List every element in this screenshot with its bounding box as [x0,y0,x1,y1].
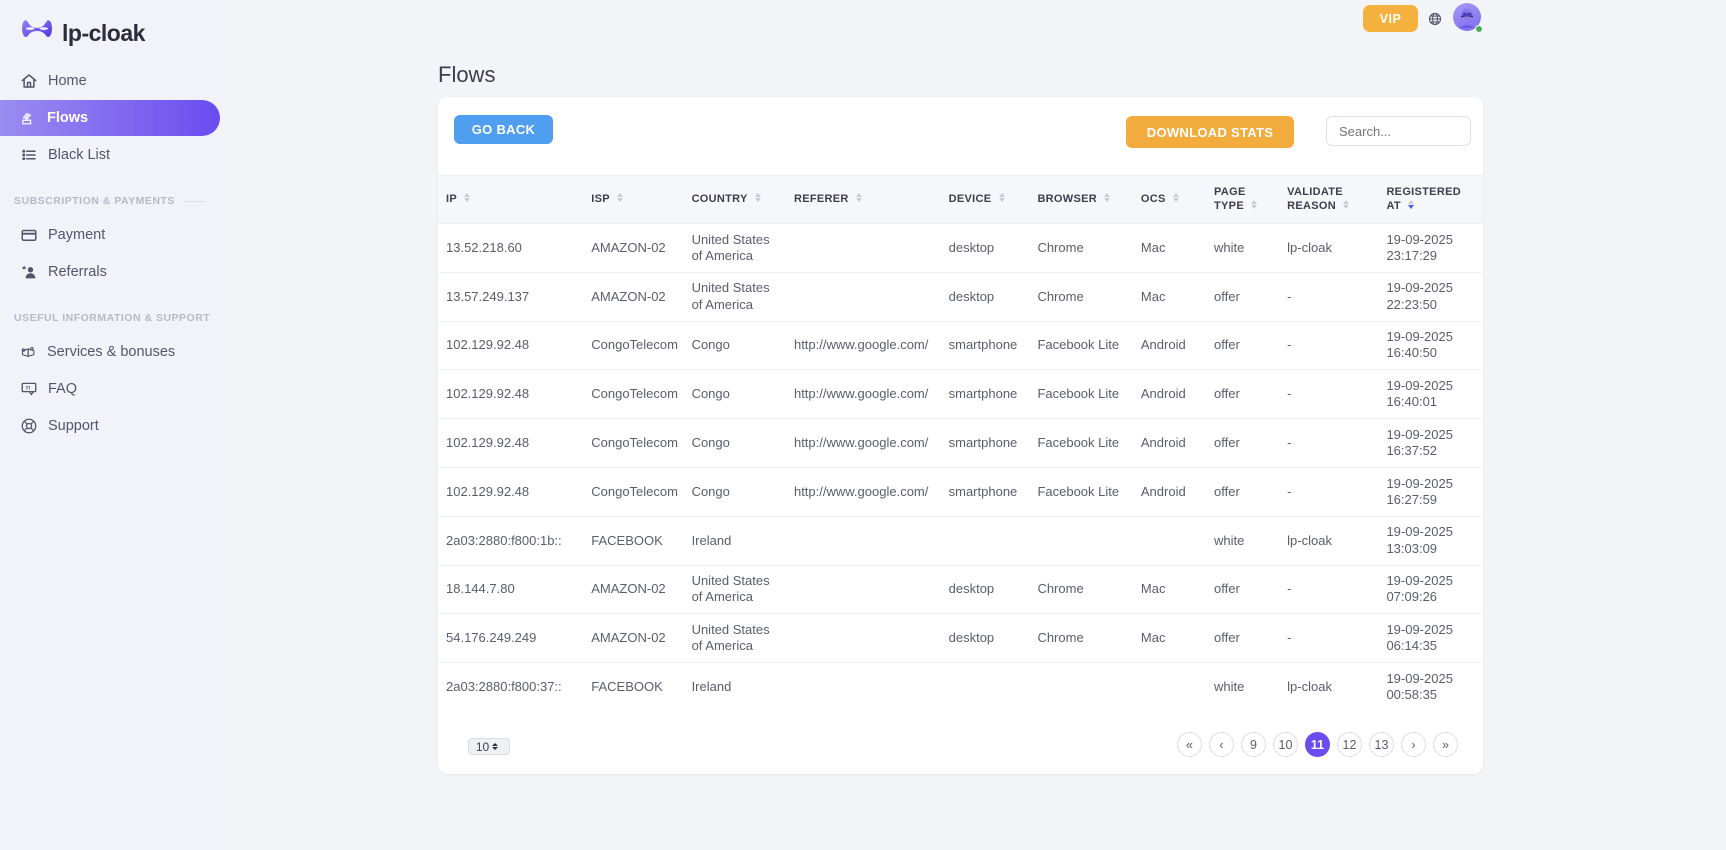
svg-text:?!: ?! [25,386,30,392]
